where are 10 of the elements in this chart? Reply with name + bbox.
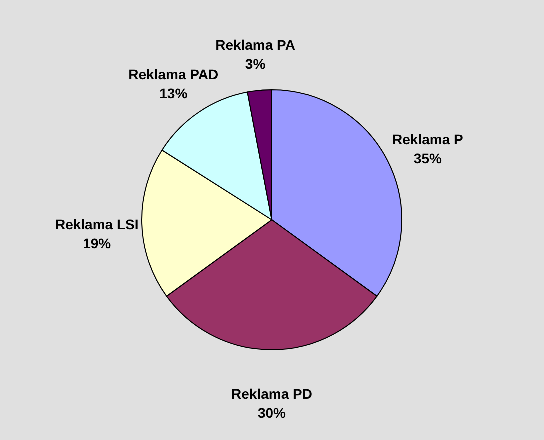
slice-label: Reklama PD xyxy=(232,386,312,402)
data-label: 19% xyxy=(83,235,112,252)
slice-label: Reklama P xyxy=(392,132,464,148)
data-label: 13% xyxy=(160,85,188,102)
data-label: 3% xyxy=(245,56,266,72)
slice-label: Reklama LSI xyxy=(55,216,139,232)
slice-label: Reklama PA xyxy=(216,36,296,53)
data-label: 35% xyxy=(414,150,442,167)
data-label: 30% xyxy=(258,405,287,421)
slice-label: Reklama PAD xyxy=(128,66,219,82)
